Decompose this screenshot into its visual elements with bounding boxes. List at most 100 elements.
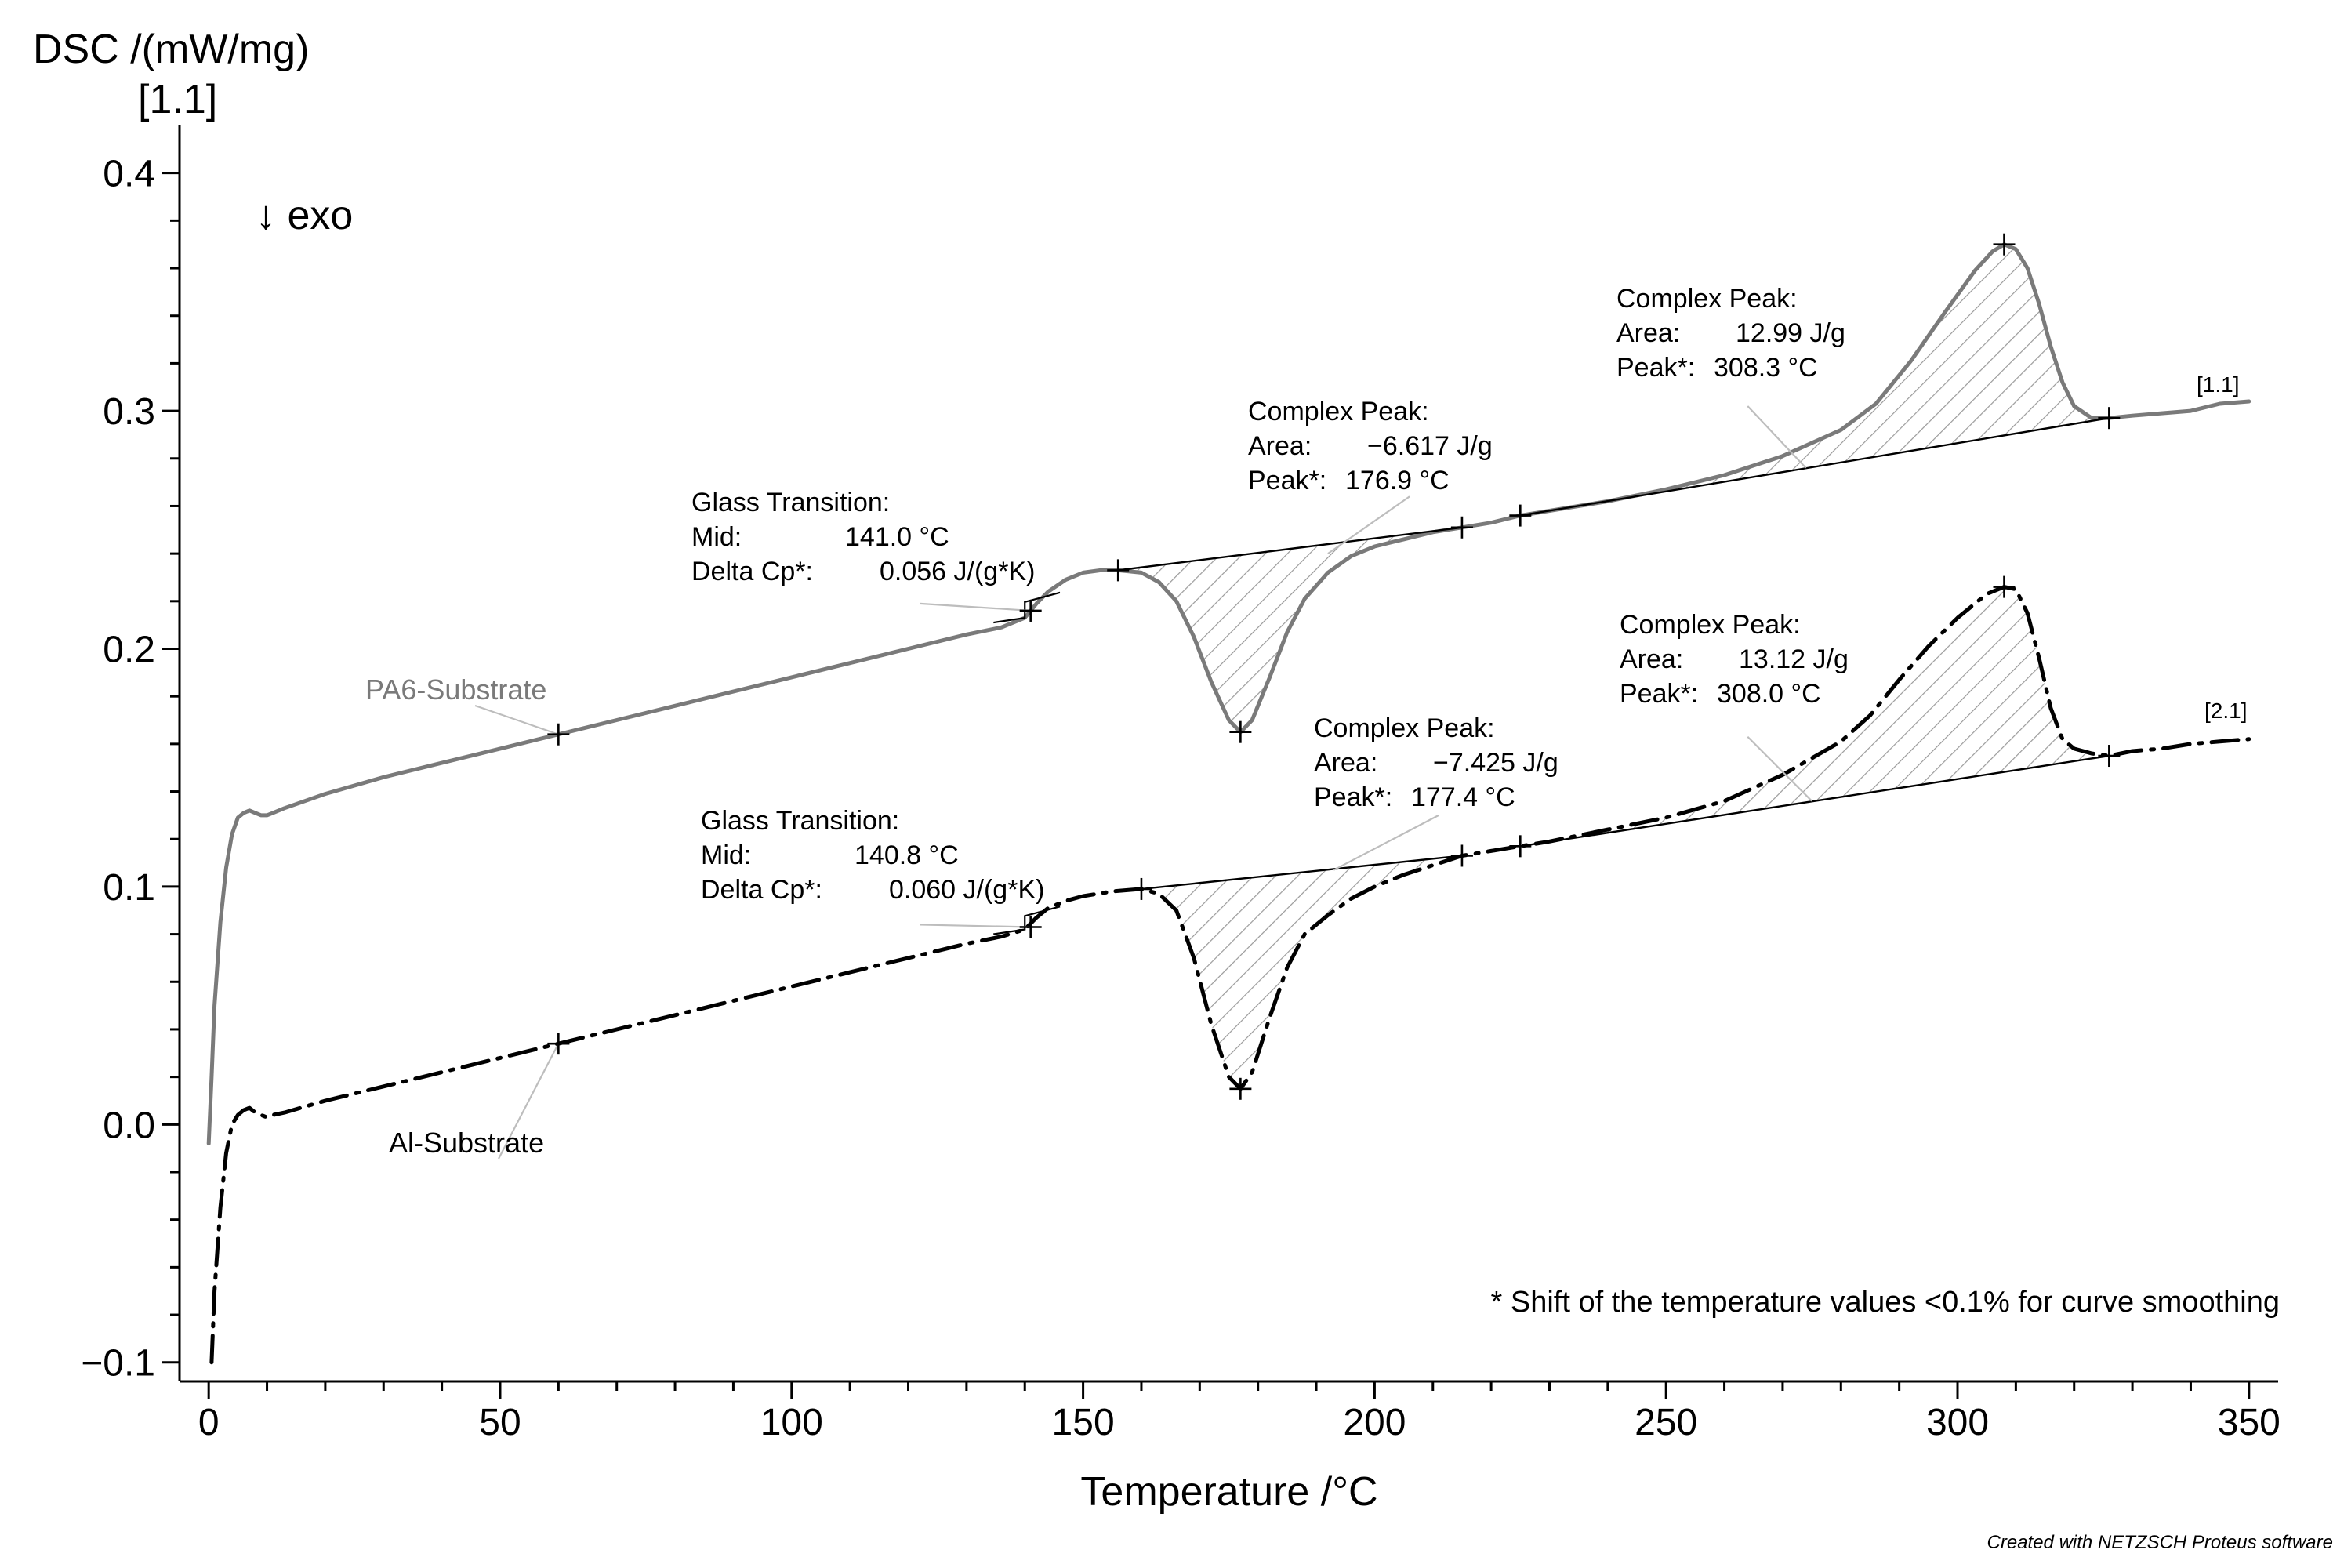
curve-marker bbox=[1229, 720, 1252, 743]
curve-marker bbox=[1450, 844, 1473, 867]
curve-marker bbox=[1107, 559, 1130, 582]
evaluation-key: Mid: bbox=[701, 840, 751, 870]
evaluation-key: Delta Cp*: bbox=[701, 875, 822, 905]
curve-marker bbox=[2098, 407, 2121, 430]
annotation-leader bbox=[1333, 814, 1439, 871]
evaluation-value: 13.12 J/g bbox=[1739, 644, 1849, 674]
curve-marker bbox=[1229, 1077, 1252, 1100]
curve-markers bbox=[547, 233, 2121, 1100]
peak-area-hatch bbox=[1520, 244, 2110, 516]
evaluation-key: Area: bbox=[1314, 748, 1377, 778]
peak-area-hatch bbox=[1520, 586, 2110, 847]
evaluation-value: −7.425 J/g bbox=[1433, 748, 1558, 778]
evaluation-value: −6.617 J/g bbox=[1367, 431, 1493, 461]
y-tick-label: 0.2 bbox=[103, 630, 155, 671]
curve-marker bbox=[2098, 745, 2121, 768]
evaluation-label: Complex Peak: Area: 12.99 J/g Peak*: 308.3 °… bbox=[1616, 284, 1845, 383]
curve-marker bbox=[1509, 835, 1532, 858]
annotation-leader bbox=[1747, 405, 1807, 469]
peak-baseline bbox=[1520, 417, 2110, 517]
evaluation-value: 308.3 °C bbox=[1714, 353, 1818, 383]
curve-marker bbox=[1993, 233, 2016, 256]
evaluation-title: Glass Transition: bbox=[701, 806, 899, 836]
evaluation-value: 0.056 J/(g*K) bbox=[880, 557, 1035, 586]
y-axis-label: DSC /(mW/mg) bbox=[33, 27, 309, 72]
evaluation-title: Glass Transition: bbox=[691, 488, 890, 517]
evaluation-value: 140.8 °C bbox=[855, 840, 959, 870]
series-line-al-substrate bbox=[209, 585, 2251, 1365]
evaluation-key: Peak*: bbox=[1314, 782, 1392, 812]
evaluation-title: Complex Peak: bbox=[1248, 397, 1429, 426]
evaluation-key: Delta Cp*: bbox=[691, 557, 813, 586]
curve-name-leader bbox=[498, 1043, 560, 1160]
x-tick-label: 50 bbox=[479, 1402, 521, 1443]
y-tick-label: 0.3 bbox=[103, 391, 155, 433]
axes: 0 50 100 150 200 250 300 350 −0.1 0.0 0.1 0.2 0.3 0.4 bbox=[81, 125, 2281, 1443]
y-tick-label: 0.4 bbox=[103, 154, 155, 195]
evaluation-title: Complex Peak: bbox=[1616, 284, 1798, 314]
evaluation-label: Glass Transition: Mid: 141.0 °C Delta Cp*: 0… bbox=[691, 488, 1035, 586]
evaluation-key: Area: bbox=[1616, 318, 1680, 348]
peak-baseline bbox=[1520, 754, 2110, 848]
evaluation-key: Area: bbox=[1248, 431, 1312, 461]
x-tick-label: 150 bbox=[1052, 1402, 1115, 1443]
footnote: * Shift of the temperature values <0.1% … bbox=[1491, 1286, 2280, 1319]
curve-marker bbox=[1993, 575, 2016, 598]
exo-direction-label: ↓ exo bbox=[256, 193, 353, 238]
evaluation-key: Peak*: bbox=[1248, 466, 1326, 495]
evaluation-overlays bbox=[474, 405, 2110, 1160]
x-tick-label: 300 bbox=[1926, 1402, 1989, 1443]
software-credit: Created with NETZSCH Proteus software bbox=[1987, 1532, 2333, 1553]
peak-baseline bbox=[1141, 855, 1463, 891]
evaluation-label: Complex Peak: Area: −6.617 J/g Peak*: 176.9 … bbox=[1248, 397, 1493, 495]
annotation-leader bbox=[920, 924, 1031, 928]
evaluation-key: Peak*: bbox=[1616, 353, 1695, 383]
x-tick-label: 100 bbox=[760, 1402, 823, 1443]
curve-name-leader bbox=[474, 704, 559, 735]
curve-marker bbox=[547, 723, 570, 746]
curve-name-label: Al-Substrate bbox=[389, 1127, 544, 1159]
x-tick-label: 200 bbox=[1343, 1402, 1406, 1443]
evaluation-label: Glass Transition: Mid: 140.8 °C Delta Cp*: 0… bbox=[701, 806, 1044, 905]
x-tick-label: 0 bbox=[198, 1402, 220, 1443]
curve-name-label: PA6-Substrate bbox=[365, 673, 546, 706]
evaluation-value: 141.0 °C bbox=[845, 522, 949, 552]
evaluation-value: 0.060 J/(g*K) bbox=[889, 875, 1044, 905]
evaluation-value: 308.0 °C bbox=[1717, 679, 1821, 709]
evaluation-title: Complex Peak: bbox=[1314, 713, 1495, 743]
x-tick-label: 350 bbox=[2218, 1402, 2281, 1443]
x-axis-label: Temperature /°C bbox=[1080, 1469, 1377, 1515]
annotation-leader bbox=[1327, 495, 1410, 555]
peak-baseline bbox=[1118, 526, 1463, 572]
annotation-leader bbox=[1747, 735, 1812, 802]
evaluation-title: Complex Peak: bbox=[1620, 610, 1801, 640]
evaluation-value: 12.99 J/g bbox=[1736, 318, 1845, 348]
annotation-leader bbox=[920, 602, 1031, 612]
curve-marker bbox=[1130, 877, 1152, 900]
evaluation-key: Peak*: bbox=[1620, 679, 1698, 709]
peak-area-hatch bbox=[1141, 855, 1462, 1089]
series-tag: [1.1] bbox=[2197, 372, 2239, 397]
evaluation-value: 176.9 °C bbox=[1345, 466, 1450, 495]
y-tick-label: −0.1 bbox=[81, 1343, 155, 1385]
evaluation-key: Area: bbox=[1620, 644, 1683, 674]
annotation-texts: Glass Transition: Mid: 141.0 °C Delta Cp*: 0… bbox=[365, 284, 2247, 1159]
curve-marker bbox=[1450, 516, 1473, 539]
series-tag: [2.1] bbox=[2204, 699, 2247, 723]
peak-area-fills bbox=[1118, 244, 2110, 1089]
y-tick-label: 0.0 bbox=[103, 1105, 155, 1146]
peak-area-hatch bbox=[1118, 527, 1462, 732]
x-tick-label: 250 bbox=[1635, 1402, 1697, 1443]
y-axis-tag: [1.1] bbox=[138, 77, 217, 122]
curve-marker bbox=[547, 1033, 570, 1055]
y-tick-label: 0.1 bbox=[103, 867, 155, 909]
glass-transition-construction bbox=[993, 906, 1061, 935]
curve-marker bbox=[1019, 599, 1042, 622]
evaluation-key: Mid: bbox=[691, 522, 742, 552]
evaluation-value: 177.4 °C bbox=[1411, 782, 1515, 812]
curve-marker bbox=[1019, 916, 1042, 938]
evaluation-label: Complex Peak: Area: −7.425 J/g Peak*: 177.4 … bbox=[1314, 713, 1558, 812]
evaluation-label: Complex Peak: Area: 13.12 J/g Peak*: 308.0 °… bbox=[1620, 610, 1849, 709]
curve-marker bbox=[1509, 504, 1532, 527]
